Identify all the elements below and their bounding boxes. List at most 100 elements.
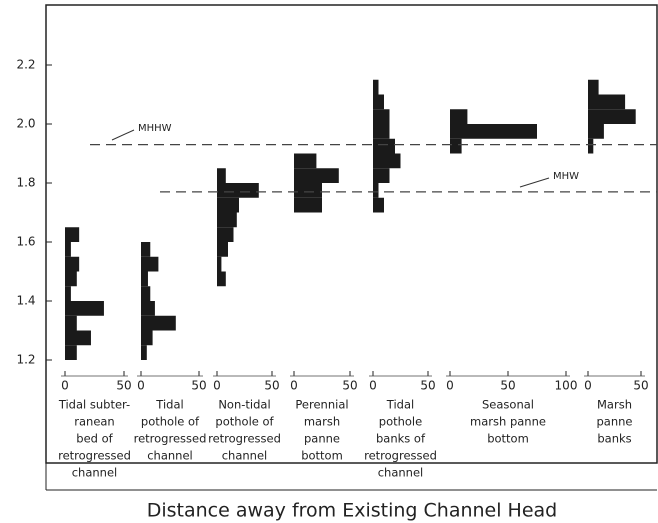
x-tick-label: 50 <box>633 379 648 393</box>
x-tick-label: 0 <box>61 379 69 393</box>
panel-label: Non-tidal <box>218 398 270 412</box>
bar <box>217 197 239 213</box>
bar <box>217 256 222 272</box>
bar <box>373 124 390 139</box>
bar <box>217 183 259 198</box>
panel-label: channel <box>222 449 268 463</box>
panel-label: pothole <box>379 415 422 429</box>
y-tick-label: 2.0 <box>16 117 35 131</box>
bar <box>65 330 91 346</box>
panel-label: panne <box>597 415 633 429</box>
panel-label: bed of <box>76 432 113 446</box>
panel-label: retrogressed <box>134 432 207 446</box>
arrow <box>111 129 135 141</box>
bar <box>65 286 71 301</box>
bar <box>217 227 234 242</box>
bar <box>65 227 80 242</box>
bar <box>141 271 148 287</box>
x-tick-label: 50 <box>342 379 357 393</box>
bar <box>141 256 159 272</box>
bar <box>373 183 379 198</box>
bar <box>141 301 155 316</box>
bar <box>450 124 537 139</box>
panel-label: pothole of <box>141 415 200 429</box>
x-tick-label: 50 <box>191 379 206 393</box>
panel-label: retrogressed <box>58 449 131 463</box>
bar <box>217 242 228 257</box>
bar <box>373 197 384 213</box>
x-axis-title: Distance away from Existing Channel Head <box>147 500 558 522</box>
bar <box>294 153 317 169</box>
bar <box>217 212 237 228</box>
bar <box>373 153 401 169</box>
panel-label: Tidal <box>155 398 183 412</box>
panel-label: panne <box>304 432 340 446</box>
panel-label: bottom <box>487 432 529 446</box>
panel-label: marsh <box>304 415 340 429</box>
bar <box>588 109 636 124</box>
panel-label: Marsh <box>597 398 632 412</box>
bar <box>373 94 384 110</box>
panel-label: marsh panne <box>470 415 546 429</box>
bar <box>141 330 153 346</box>
panel-label: banks <box>597 432 631 446</box>
panel-label: banks of <box>376 432 426 446</box>
arrow <box>519 177 550 188</box>
bar <box>373 109 390 124</box>
y-tick-label: 1.8 <box>16 176 35 190</box>
bar <box>65 301 104 316</box>
bar <box>65 242 71 257</box>
x-tick-label: 0 <box>369 379 377 393</box>
bar <box>588 138 594 154</box>
bar <box>217 168 226 183</box>
bar <box>588 94 626 110</box>
bar <box>294 183 322 198</box>
x-tick-label: 0 <box>446 379 454 393</box>
bar <box>588 124 604 139</box>
y-tick-label: 1.4 <box>16 294 35 308</box>
panel-label: Tidal subter- <box>58 398 130 412</box>
x-tick-label: 0 <box>213 379 221 393</box>
bar <box>217 271 226 287</box>
panel-label: channel <box>147 449 193 463</box>
bar <box>65 315 77 331</box>
x-tick-label: 0 <box>584 379 592 393</box>
bar <box>450 109 468 124</box>
y-tick-label: 2.2 <box>16 58 35 72</box>
bar <box>141 286 151 301</box>
bar <box>141 345 147 360</box>
bar <box>65 256 80 272</box>
y-tick-label: 1.2 <box>16 353 35 367</box>
x-tick-label: 0 <box>137 379 145 393</box>
x-tick-label: 50 <box>420 379 435 393</box>
reference-label: MHW <box>553 171 579 182</box>
bar <box>450 138 462 154</box>
bar <box>65 271 77 287</box>
bar <box>294 197 322 213</box>
bar <box>141 242 151 257</box>
bar <box>294 168 339 183</box>
x-tick-label: 0 <box>290 379 298 393</box>
bar <box>373 79 379 95</box>
bar <box>588 79 599 95</box>
panel-label: channel <box>378 466 424 480</box>
panel-label: bottom <box>301 449 343 463</box>
frame <box>45 4 658 464</box>
panel-label: retrogressed <box>208 432 281 446</box>
bar <box>373 138 395 154</box>
panel-label: Seasonal <box>482 398 534 412</box>
panel-label: Perennial <box>295 398 348 412</box>
panel-label: retrogressed <box>364 449 437 463</box>
panel-label: ranean <box>74 415 114 429</box>
panel-label: Tidal <box>386 398 414 412</box>
bar <box>373 168 390 183</box>
panel-label: channel <box>72 466 118 480</box>
bar <box>141 315 176 331</box>
y-tick-label: 1.6 <box>16 235 35 249</box>
panel-label: pothole of <box>215 415 274 429</box>
x-tick-label: 100 <box>555 379 578 393</box>
x-tick-label: 50 <box>264 379 279 393</box>
reference-label: MHHW <box>138 123 172 134</box>
bar <box>65 345 77 360</box>
